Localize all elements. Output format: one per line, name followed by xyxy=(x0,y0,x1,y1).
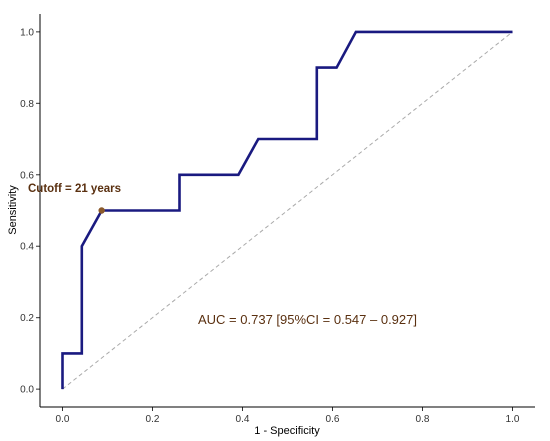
y-tick-label: 0.6 xyxy=(20,170,34,181)
plot-area xyxy=(61,30,513,390)
reference-diagonal-line xyxy=(62,31,513,390)
y-tick-label: 0.4 xyxy=(20,242,34,253)
cutoff-annotation: Cutoff = 21 years xyxy=(28,183,121,195)
y-tick-label: 0.8 xyxy=(20,99,34,110)
y-tick-label: 1.0 xyxy=(20,27,34,38)
auc-annotation: AUC = 0.737 [95%CI = 0.547 – 0.927] xyxy=(198,312,417,327)
x-tick-label: 0.4 xyxy=(236,414,250,425)
roc-curve-line xyxy=(61,30,513,390)
x-tick-label: 0.0 xyxy=(56,414,70,425)
x-tick-label: 0.6 xyxy=(326,414,340,425)
y-axis-title: Sensitivity xyxy=(7,185,19,235)
y-tick-label: 0.0 xyxy=(20,385,34,396)
x-axis-title: 1 - Specificity xyxy=(254,425,320,437)
y-tick-label: 0.2 xyxy=(20,313,34,324)
axis-ticks: 0.0 0.2 0.4 0.6 0.8 1.0 0.0 0.2 0.4 0.6 0.8 1.0 xyxy=(20,27,520,425)
x-tick-label: 1.0 xyxy=(506,414,520,425)
x-tick-label: 0.2 xyxy=(146,414,160,425)
cutoff-point xyxy=(98,207,105,214)
x-tick-label: 0.8 xyxy=(416,414,430,425)
